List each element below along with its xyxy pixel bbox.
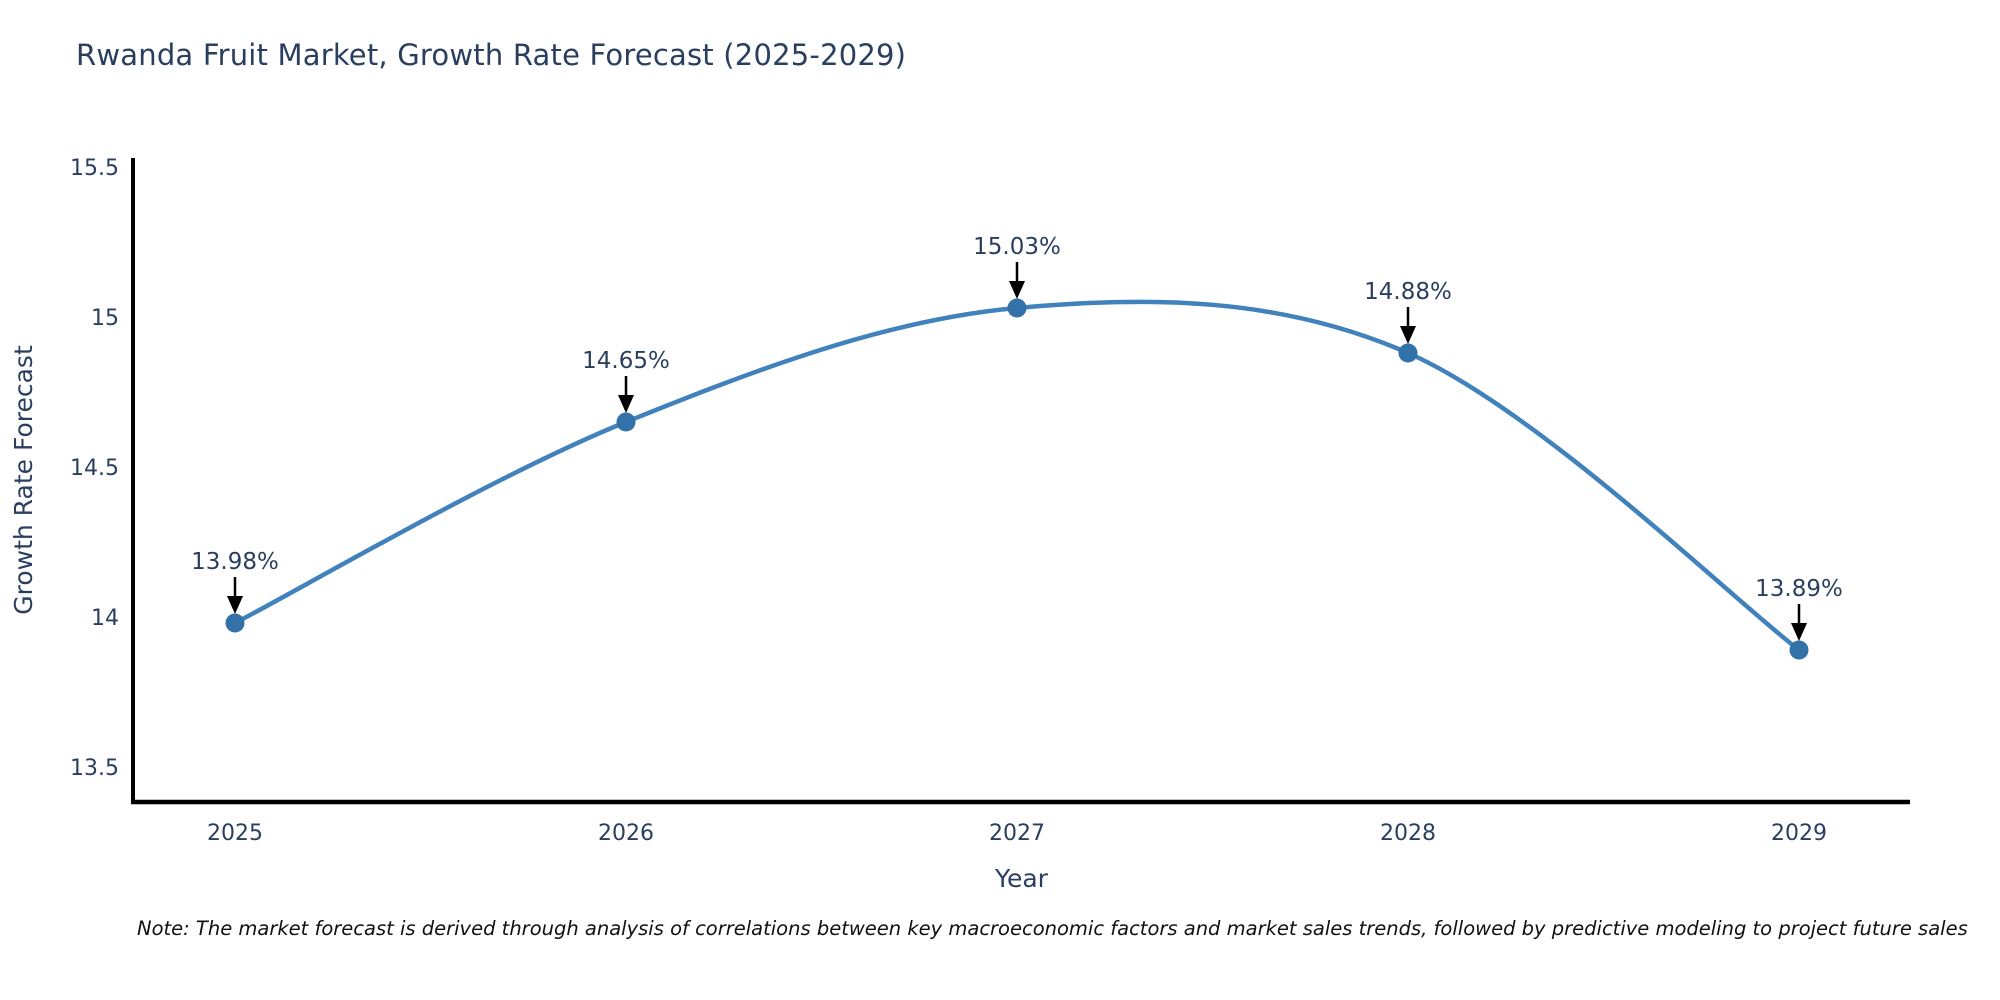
y-axis-title: Growth Rate Forecast	[9, 345, 38, 615]
data-point-label: 15.03%	[973, 234, 1061, 260]
y-tick-label: 15	[91, 306, 119, 331]
x-tick-label: 2025	[207, 821, 263, 846]
data-point-label: 14.65%	[582, 348, 670, 374]
annotation-arrow-head	[1009, 281, 1025, 299]
annotation-arrow-head	[618, 395, 634, 413]
chart-footnote: Note: The market forecast is derived thr…	[137, 917, 1968, 940]
data-point-label: 14.88%	[1364, 279, 1452, 305]
data-point-marker[interactable]	[1007, 298, 1027, 318]
y-tick-label: 15.5	[70, 156, 119, 181]
data-point-marker[interactable]	[1789, 640, 1809, 660]
data-point-label: 13.98%	[191, 549, 279, 575]
annotation-arrow-head	[1400, 326, 1416, 344]
chart-title: Rwanda Fruit Market, Growth Rate Forecas…	[76, 38, 907, 72]
x-axis-title: Year	[994, 864, 1049, 893]
x-tick-label: 2026	[598, 821, 654, 846]
data-point-marker[interactable]	[225, 613, 245, 633]
x-tick-label: 2028	[1380, 821, 1436, 846]
annotation-arrow-head	[1791, 623, 1807, 641]
data-point-marker[interactable]	[616, 412, 636, 432]
data-point-marker[interactable]	[1398, 343, 1418, 363]
y-tick-label: 14	[91, 606, 119, 631]
x-tick-label: 2029	[1771, 821, 1827, 846]
forecast-line	[232, 299, 1802, 653]
y-tick-label: 13.5	[70, 756, 119, 781]
annotation-arrow-head	[227, 596, 243, 614]
data-point-label: 13.89%	[1755, 576, 1843, 602]
y-tick-label: 14.5	[70, 456, 119, 481]
x-tick-label: 2027	[989, 821, 1045, 846]
